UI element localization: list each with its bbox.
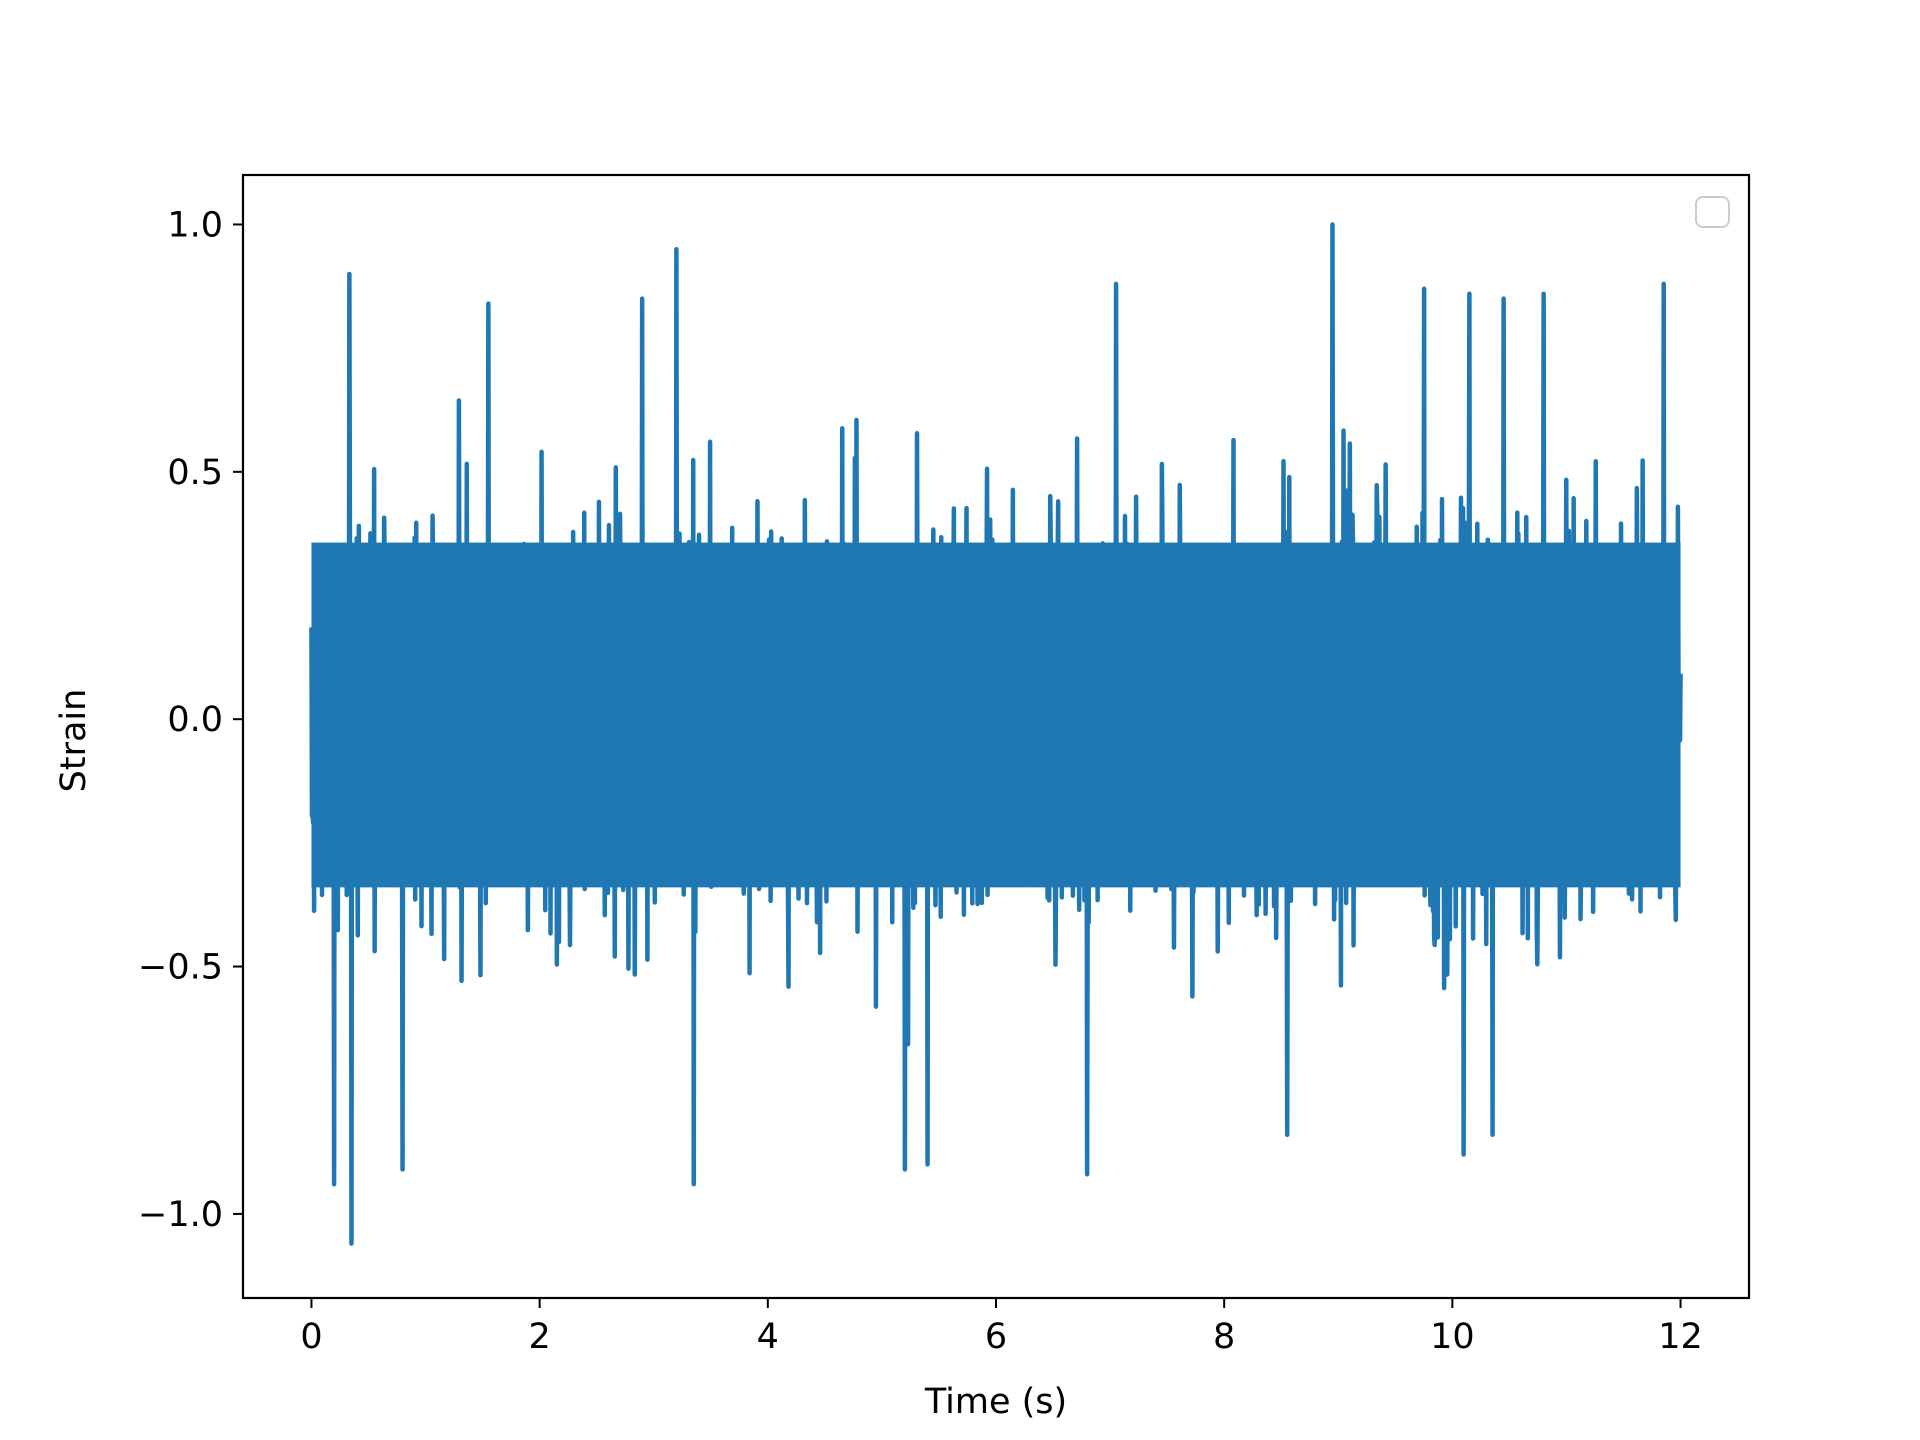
series-layer [309, 222, 1683, 1246]
x-tick-label: 6 [985, 1317, 1007, 1357]
x-tick-label: 12 [1658, 1317, 1703, 1357]
legend-box [1695, 196, 1730, 228]
x-tick-label: 4 [757, 1317, 779, 1357]
x-tick-label: 0 [300, 1317, 322, 1357]
x-tick-label: 2 [528, 1317, 550, 1357]
y-tick-label: 0.0 [167, 700, 223, 740]
x-axis-label: Time (s) [924, 1382, 1067, 1422]
x-tick-label: 8 [1213, 1317, 1235, 1357]
y-tick-label: −0.5 [138, 948, 223, 988]
y-tick-label: 1.0 [167, 205, 223, 245]
x-axis-ticks: 0 2 4 6 8 10 12 [300, 1298, 1703, 1357]
y-axis-label: Strain [54, 689, 94, 793]
series-line-0 [309, 222, 1683, 1246]
y-tick-label: −1.0 [138, 1195, 223, 1235]
y-axis-ticks: −1.0 −0.5 0.0 0.5 1.0 [138, 205, 243, 1235]
x-tick-label: 10 [1430, 1317, 1475, 1357]
y-tick-label: 0.5 [167, 453, 223, 493]
